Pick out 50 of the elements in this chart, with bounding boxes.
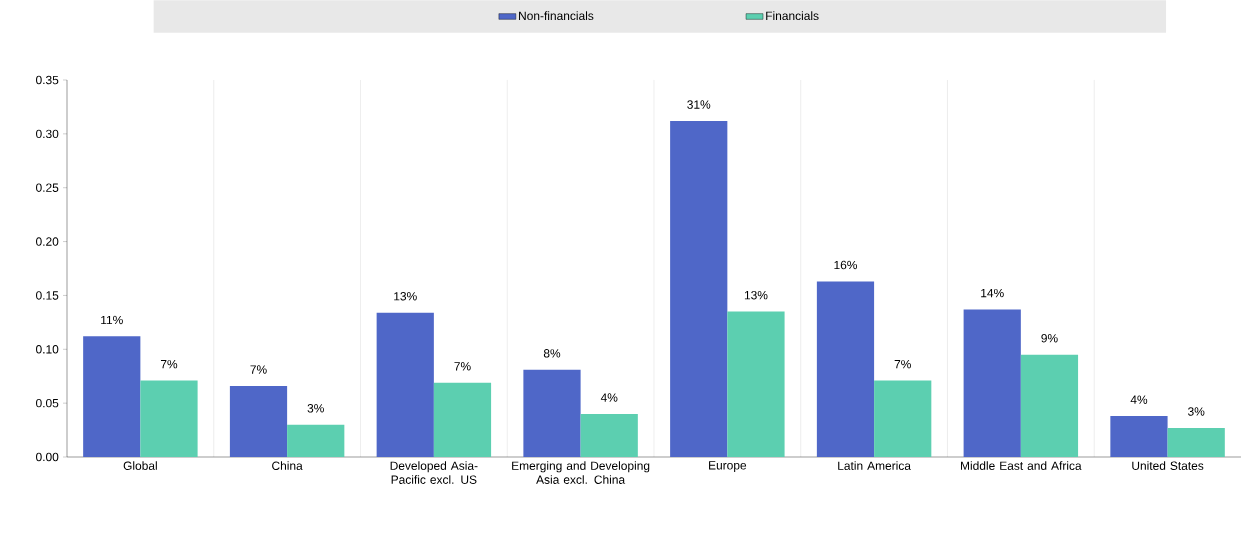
data-label: 31% — [687, 100, 711, 109]
data-label: 4% — [600, 393, 618, 402]
bar — [963, 309, 1021, 457]
y-tick-label: 0.15 — [36, 291, 59, 300]
bar — [1110, 416, 1168, 457]
data-label: 11% — [101, 315, 123, 325]
data-label: 16% — [834, 260, 858, 270]
data-label: 4% — [1130, 395, 1148, 404]
bar — [727, 311, 785, 457]
data-label: 7% — [250, 365, 267, 374]
bar — [523, 369, 581, 457]
x-tick-label: China — [272, 461, 303, 470]
data-label: 9% — [1041, 334, 1058, 343]
bar — [1167, 427, 1225, 457]
x-tick-label: Europe — [709, 461, 747, 472]
data-label: 7% — [454, 362, 471, 371]
bar — [580, 413, 638, 457]
y-tick-label: 0.25 — [36, 183, 59, 192]
bar — [874, 380, 932, 457]
data-label: 13% — [394, 292, 417, 301]
bar — [229, 385, 288, 457]
x-tick-label: Global — [123, 461, 157, 470]
data-label: 7% — [160, 359, 178, 369]
bar — [670, 120, 728, 457]
x-tick-label: Latin America — [838, 461, 911, 470]
bar — [816, 281, 875, 457]
legend-label: Non-financials — [519, 11, 594, 21]
bar — [433, 382, 492, 457]
data-label: 13% — [744, 290, 768, 300]
bar — [1020, 354, 1079, 457]
x-tick-label: Developed Asia-Pacific excl. US — [390, 461, 478, 484]
bar — [287, 424, 345, 457]
legend-label: Financials — [766, 11, 819, 21]
y-tick-label: 0.00 — [36, 452, 59, 462]
y-tick-label: 0.05 — [36, 398, 59, 408]
bar — [376, 312, 434, 457]
y-tick-label: 0.30 — [36, 129, 59, 139]
data-label: 14% — [981, 288, 1004, 298]
data-label: 3% — [307, 404, 324, 413]
bar — [83, 336, 141, 457]
data-label: 3% — [1188, 407, 1205, 416]
y-tick-label: 0.20 — [36, 237, 59, 246]
y-tick-label: 0.10 — [36, 345, 59, 354]
x-tick-label: Emerging and Developing Asia excl. China — [512, 461, 650, 484]
x-tick-label: United States — [1132, 461, 1204, 470]
y-tick-label: 0.35 — [36, 75, 59, 85]
data-label: 8% — [543, 349, 561, 358]
data-label: 7% — [894, 359, 911, 369]
x-tick-label: Middle East and Africa — [961, 461, 1082, 470]
bar — [140, 380, 198, 457]
